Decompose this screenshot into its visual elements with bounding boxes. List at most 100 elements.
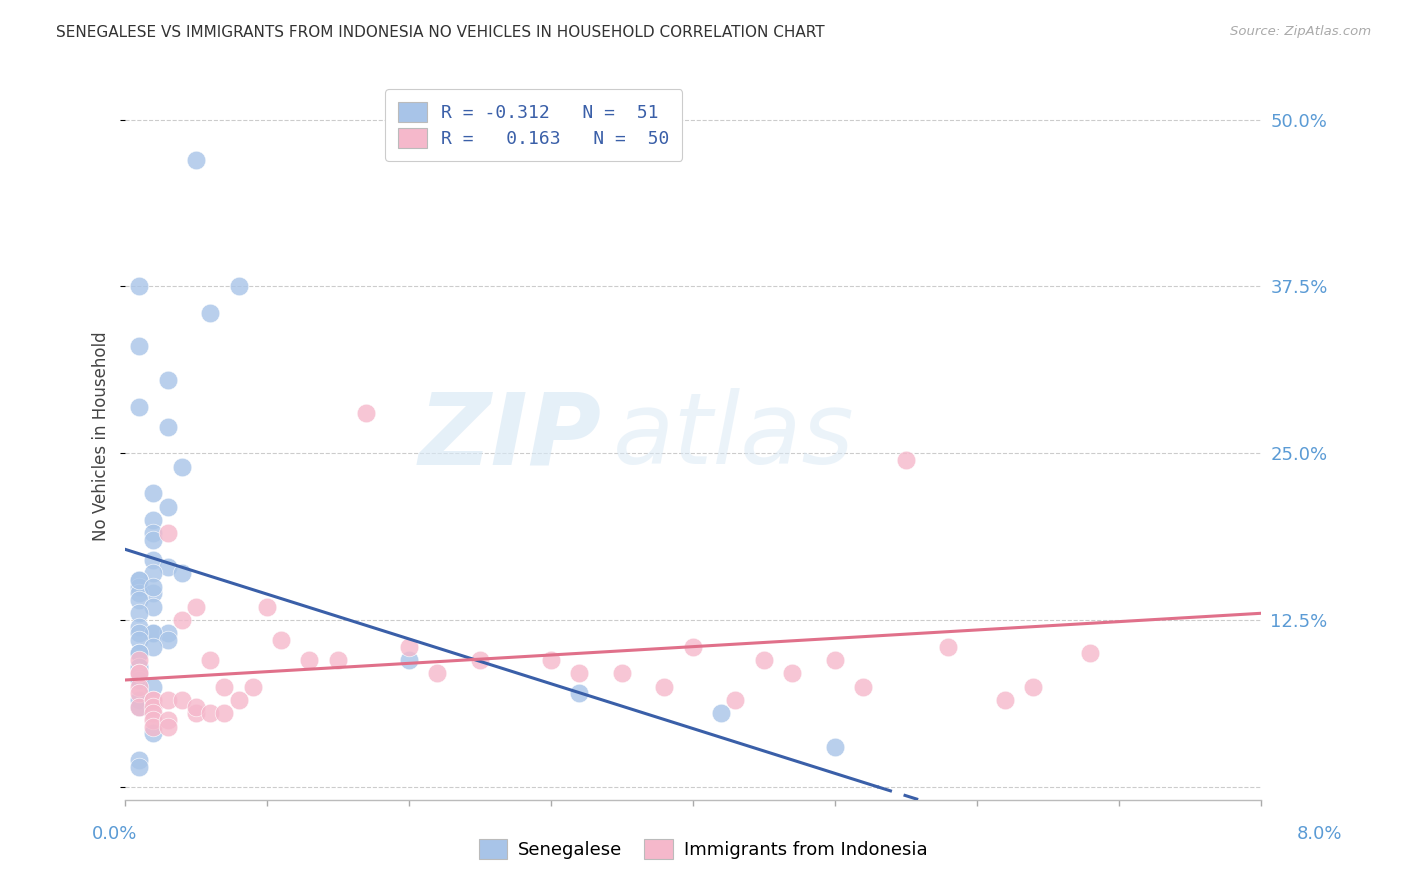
Point xyxy=(170,613,193,627)
Point xyxy=(128,680,150,694)
Point xyxy=(128,666,150,681)
Text: 0.0%: 0.0% xyxy=(91,825,136,843)
Point xyxy=(142,726,165,740)
Point xyxy=(128,586,150,600)
Point xyxy=(398,653,420,667)
Legend: Senegalese, Immigrants from Indonesia: Senegalese, Immigrants from Indonesia xyxy=(468,828,938,870)
Point xyxy=(184,153,207,167)
Point xyxy=(128,699,150,714)
Point xyxy=(128,646,150,660)
Point xyxy=(142,693,165,707)
Point xyxy=(128,659,150,673)
Point xyxy=(610,666,633,681)
Point xyxy=(128,573,150,587)
Point xyxy=(426,666,449,681)
Point xyxy=(184,706,207,721)
Point xyxy=(170,566,193,581)
Point xyxy=(128,620,150,634)
Point xyxy=(936,640,959,654)
Point xyxy=(156,526,179,541)
Point xyxy=(128,753,150,767)
Point xyxy=(128,666,150,681)
Point xyxy=(128,666,150,681)
Text: SENEGALESE VS IMMIGRANTS FROM INDONESIA NO VEHICLES IN HOUSEHOLD CORRELATION CHA: SENEGALESE VS IMMIGRANTS FROM INDONESIA … xyxy=(56,25,825,40)
Point xyxy=(256,599,278,614)
Point xyxy=(142,513,165,527)
Point xyxy=(156,713,179,727)
Point xyxy=(214,680,236,694)
Point xyxy=(128,673,150,687)
Point xyxy=(242,680,264,694)
Point xyxy=(356,406,378,420)
Point xyxy=(228,279,250,293)
Point xyxy=(142,486,165,500)
Point xyxy=(156,720,179,734)
Text: ZIP: ZIP xyxy=(419,388,602,485)
Point xyxy=(142,706,165,721)
Point xyxy=(654,680,676,694)
Point xyxy=(170,693,193,707)
Point xyxy=(142,626,165,640)
Point xyxy=(824,739,846,754)
Y-axis label: No Vehicles in Household: No Vehicles in Household xyxy=(93,332,110,541)
Point xyxy=(128,580,150,594)
Point xyxy=(780,666,803,681)
Point xyxy=(128,646,150,660)
Point xyxy=(156,693,179,707)
Point xyxy=(128,339,150,353)
Point xyxy=(142,533,165,547)
Point xyxy=(142,693,165,707)
Point xyxy=(198,306,221,320)
Point xyxy=(156,500,179,514)
Point xyxy=(128,632,150,647)
Point xyxy=(156,632,179,647)
Point xyxy=(128,699,150,714)
Point xyxy=(128,279,150,293)
Point xyxy=(228,693,250,707)
Point xyxy=(142,566,165,581)
Point xyxy=(142,586,165,600)
Point xyxy=(214,706,236,721)
Text: Source: ZipAtlas.com: Source: ZipAtlas.com xyxy=(1230,25,1371,38)
Point xyxy=(852,680,875,694)
Point xyxy=(994,693,1017,707)
Point xyxy=(198,653,221,667)
Point xyxy=(156,419,179,434)
Legend: R = -0.312   N =  51, R =   0.163   N =  50: R = -0.312 N = 51, R = 0.163 N = 50 xyxy=(385,89,682,161)
Point xyxy=(142,553,165,567)
Point xyxy=(752,653,775,667)
Point xyxy=(128,400,150,414)
Point xyxy=(128,626,150,640)
Point xyxy=(142,713,165,727)
Point xyxy=(128,659,150,673)
Point xyxy=(128,573,150,587)
Point xyxy=(156,559,179,574)
Point xyxy=(568,666,591,681)
Point xyxy=(128,686,150,700)
Point xyxy=(894,453,917,467)
Point xyxy=(270,632,292,647)
Point xyxy=(128,653,150,667)
Point xyxy=(682,640,704,654)
Point xyxy=(128,593,150,607)
Point xyxy=(326,653,349,667)
Point xyxy=(170,459,193,474)
Point xyxy=(142,526,165,541)
Point xyxy=(184,599,207,614)
Point xyxy=(142,580,165,594)
Point xyxy=(198,706,221,721)
Point xyxy=(568,686,591,700)
Point xyxy=(128,760,150,774)
Text: 8.0%: 8.0% xyxy=(1298,825,1343,843)
Point xyxy=(724,693,747,707)
Point xyxy=(142,640,165,654)
Point xyxy=(156,373,179,387)
Text: atlas: atlas xyxy=(613,388,855,485)
Point xyxy=(1022,680,1045,694)
Point xyxy=(142,680,165,694)
Point xyxy=(142,626,165,640)
Point xyxy=(298,653,321,667)
Point xyxy=(710,706,733,721)
Point xyxy=(142,699,165,714)
Point xyxy=(184,699,207,714)
